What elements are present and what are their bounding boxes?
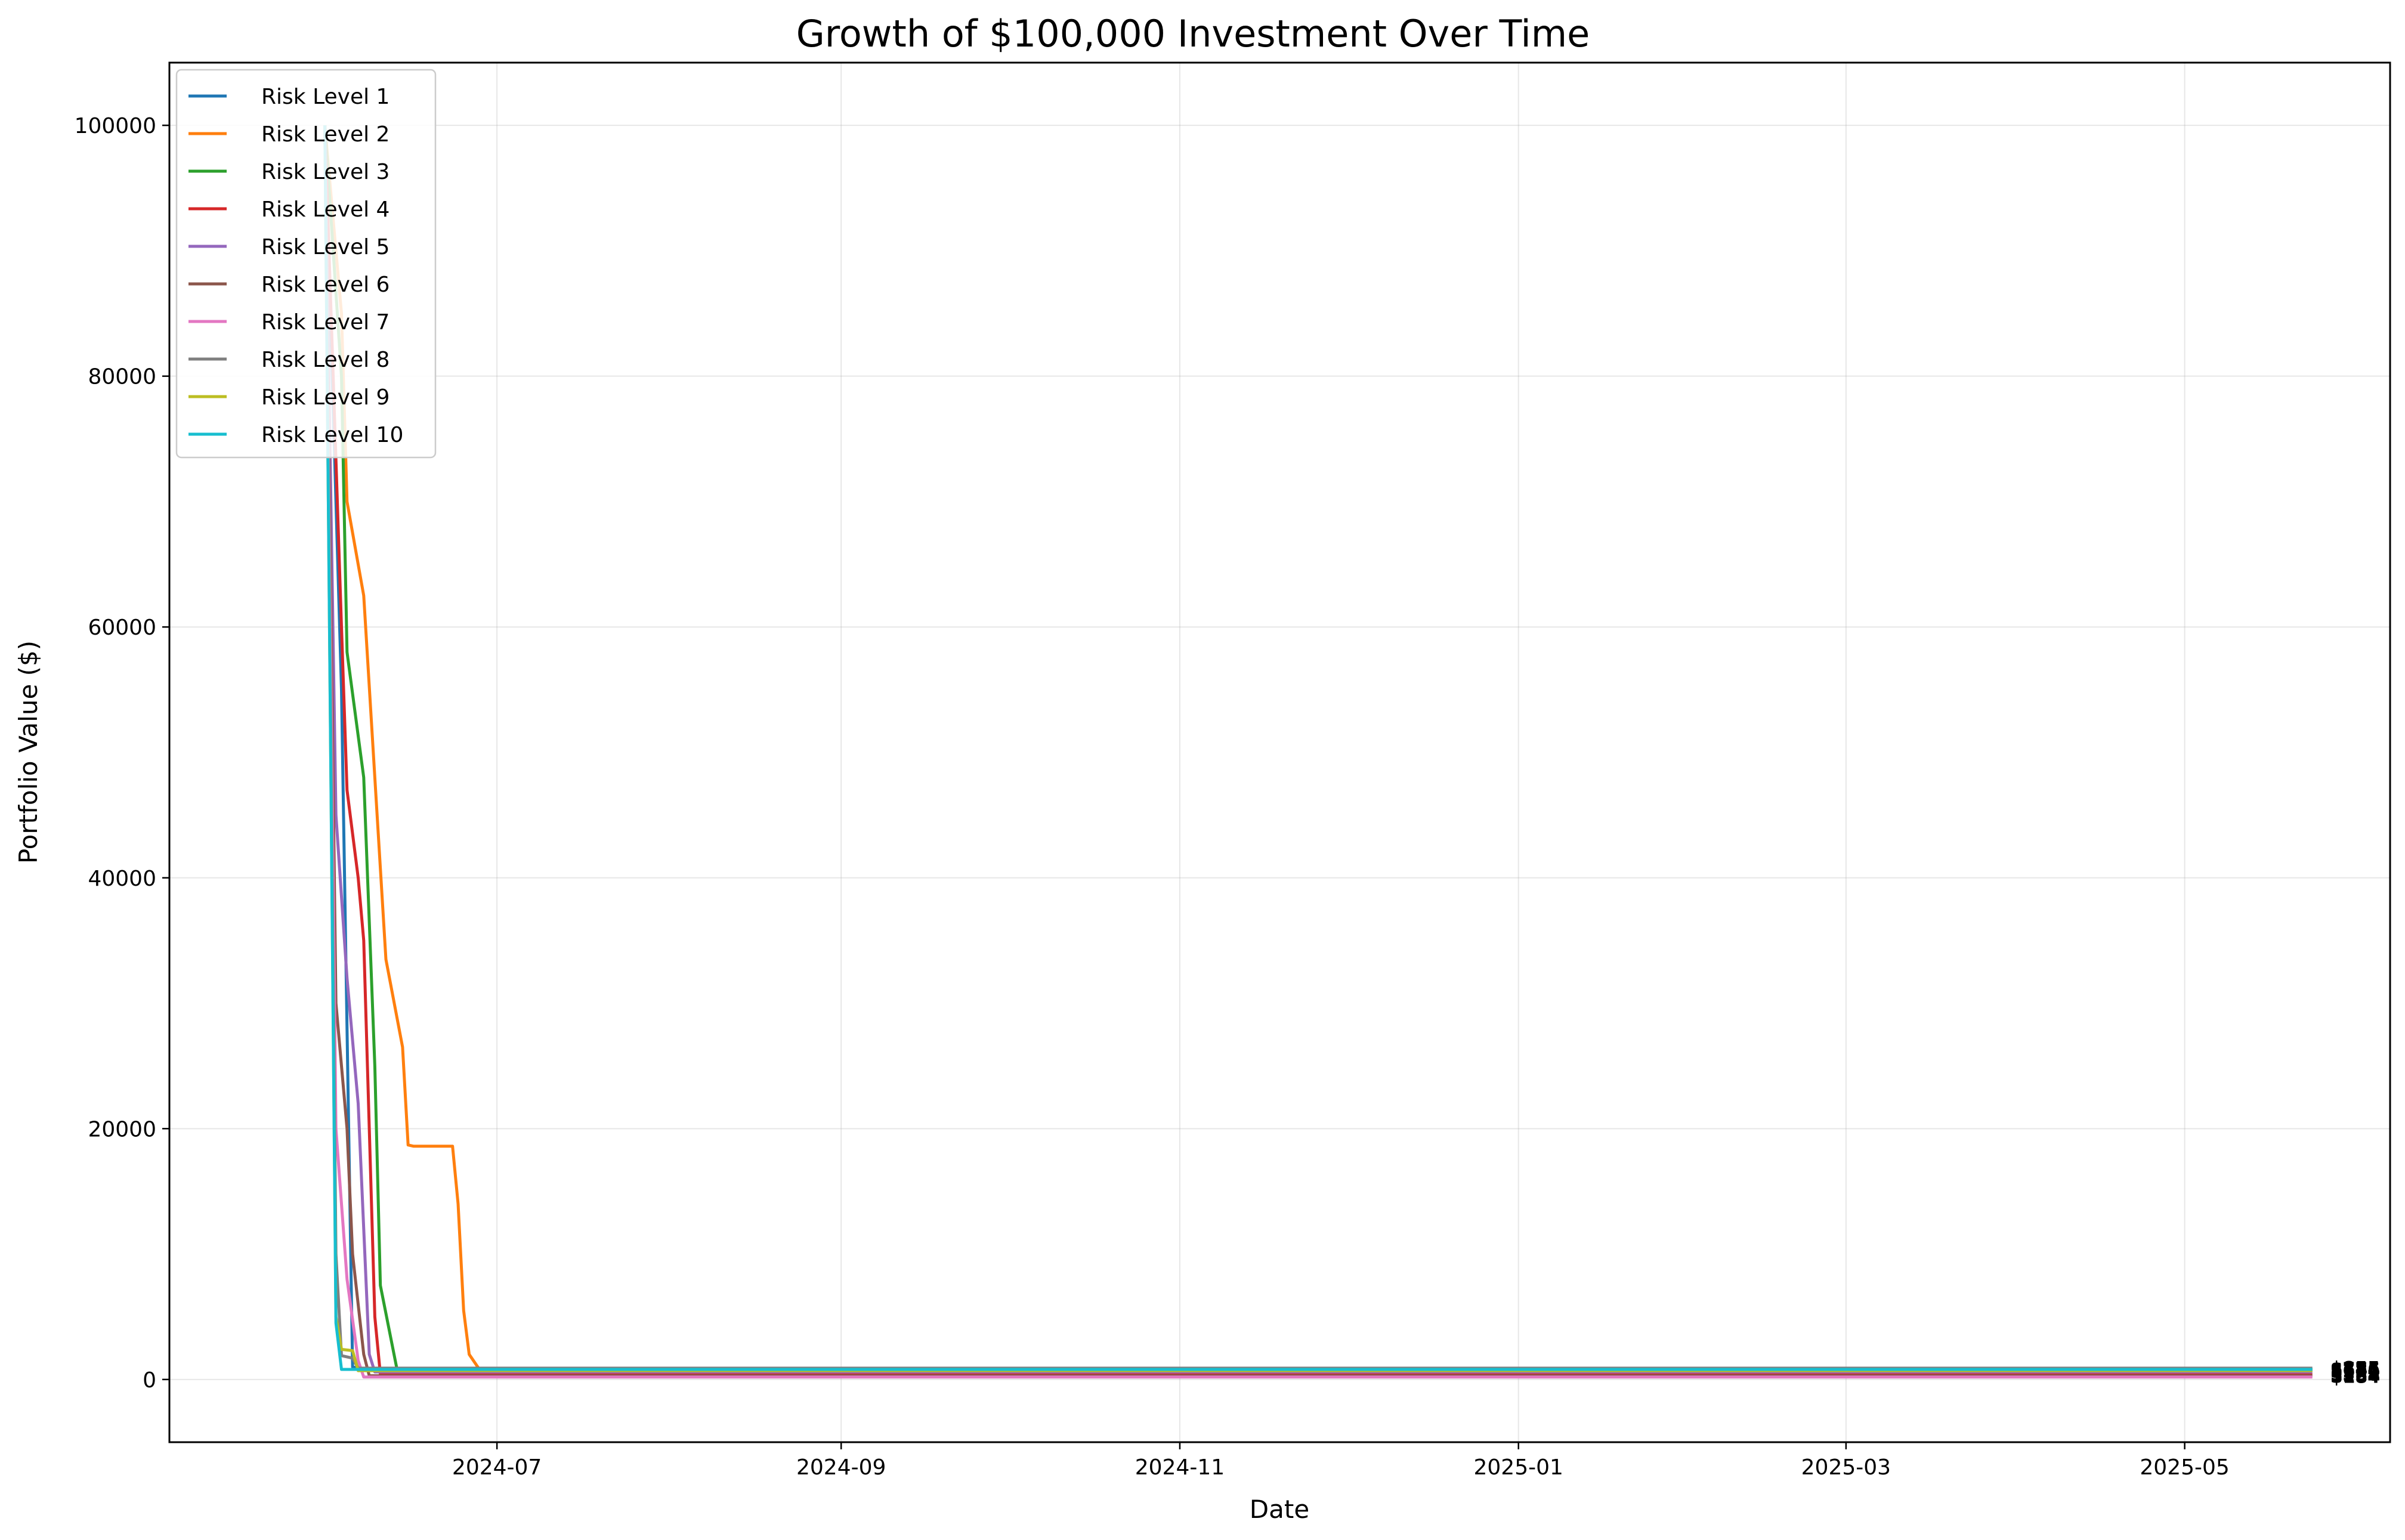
legend: Risk Level 1 Risk Level 2 Risk Level 3 Risk…: [175, 69, 437, 459]
plot-area-frame: [168, 61, 2391, 1443]
x-tick-label: 2024-07: [452, 1455, 542, 1480]
x-tick-label: 2025-03: [1801, 1455, 1891, 1480]
chart-title: Growth of $100,000 Investment Over Time: [796, 12, 1590, 55]
y-axis-ticks: 0 20000 40000 60000 80000 100000: [75, 114, 169, 1393]
grid: [169, 63, 2390, 1442]
x-tick-label: 2024-09: [796, 1455, 886, 1480]
y-axis-label: Portfolio Value ($): [14, 641, 43, 864]
y-tick-label: 100000: [75, 114, 156, 138]
series-line-risk-level-2: [323, 125, 2313, 1372]
end-value-label: $731: [2330, 1360, 2381, 1381]
end-value-label: $184: [2330, 1367, 2381, 1388]
x-axis-label: Date: [1250, 1495, 1309, 1524]
legend-label: Risk Level 7: [261, 310, 390, 335]
x-tick-label: 2024-11: [1135, 1455, 1225, 1480]
y-tick-label: 80000: [88, 365, 156, 389]
legend-box: [175, 69, 437, 459]
legend-label: Risk Level 8: [261, 348, 390, 372]
x-tick-label: 2025-01: [1474, 1455, 1563, 1480]
legend-label: Risk Level 1: [261, 85, 390, 109]
series-lines: [323, 125, 2313, 1379]
x-tick-label: 2025-05: [2140, 1455, 2229, 1480]
end-value-label: $774: [2330, 1359, 2381, 1380]
y-tick-label: 40000: [88, 867, 156, 891]
end-value-label: $684: [2330, 1360, 2381, 1381]
end-labels: $754$684$746$388$571$254$184$855$731$774: [2330, 1358, 2381, 1388]
series-line-risk-level-10: [323, 125, 2313, 1371]
legend-label: Risk Level 9: [261, 385, 390, 410]
legend-label: Risk Level 10: [261, 423, 403, 447]
end-value-label: $754: [2330, 1359, 2381, 1380]
x-axis-ticks: 2024-07 2024-09 2024-11 2025-01 2025-03 2025-…: [452, 1442, 2230, 1480]
end-value-label: $388: [2330, 1364, 2381, 1385]
legend-label: Risk Level 2: [261, 122, 390, 147]
end-value-label: $855: [2330, 1358, 2381, 1379]
series-line-risk-level-4: [323, 125, 2313, 1376]
legend-label: Risk Level 3: [261, 160, 390, 184]
legend-label: Risk Level 5: [261, 235, 390, 259]
legend-label: Risk Level 4: [261, 197, 390, 222]
y-tick-label: 60000: [88, 616, 156, 640]
end-value-label: $571: [2330, 1362, 2381, 1383]
legend-label: Risk Level 6: [261, 273, 390, 297]
y-tick-label: 20000: [88, 1117, 156, 1142]
end-value-label: $746: [2330, 1359, 2381, 1380]
y-tick-label: 0: [143, 1368, 156, 1393]
end-value-label: $254: [2330, 1366, 2381, 1387]
